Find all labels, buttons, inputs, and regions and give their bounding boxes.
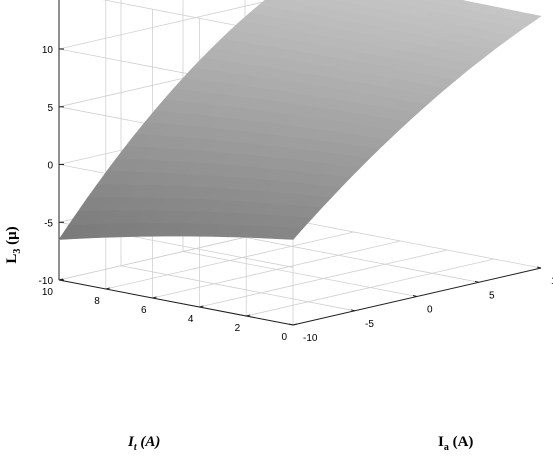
floor-grid-line — [152, 240, 401, 299]
svg-text:L3 (μ): L3 (μ) — [4, 226, 23, 263]
floor-grid-line — [182, 251, 418, 297]
floor-grid-line — [244, 236, 480, 283]
floor-grid-line — [246, 258, 495, 317]
svg-text:It (A): It (A) — [127, 434, 160, 453]
x-axis-label-sub: a — [444, 442, 449, 453]
y-tick-label: 2 — [235, 323, 241, 334]
svg-text:Ia (A): Ia (A) — [438, 434, 473, 453]
y-axis-line — [58, 279, 294, 326]
surface-plot — [58, 0, 542, 240]
y-tick-mark — [152, 296, 157, 299]
y-tick-label: 8 — [94, 296, 100, 307]
z-tick-label: 5 — [47, 103, 53, 114]
y-axis-label: It (A) — [127, 434, 160, 453]
y-tick-label: 4 — [188, 314, 194, 325]
x-tick-label: 0 — [427, 305, 433, 316]
z-tick-label: 0 — [47, 161, 53, 172]
y-tick-label: 10 — [42, 287, 54, 298]
x-axis-label-main: I — [438, 434, 444, 450]
x-tick-mark — [536, 266, 542, 269]
x-tick-label: -10 — [303, 333, 318, 344]
x-tick-label: 5 — [489, 290, 495, 301]
x-tick-mark — [474, 280, 480, 283]
x-tick-label: -5 — [365, 319, 374, 330]
y-tick-mark — [58, 278, 64, 281]
floor-grid-line — [120, 265, 356, 312]
y-tick-label: 0 — [281, 332, 287, 343]
y-tick-mark — [292, 323, 298, 326]
y-tick-mark — [105, 287, 110, 290]
x-tick-mark — [350, 309, 356, 312]
y-axis-label-main: I — [127, 434, 135, 450]
z-tick-label: -10 — [39, 276, 54, 287]
y-tick-mark — [199, 305, 204, 308]
z-axis-label-main: L — [4, 254, 20, 264]
z-axis-label: L3 (μ) — [4, 226, 23, 263]
z-tick-label: -5 — [44, 218, 53, 229]
floor-grid-line — [105, 231, 354, 290]
y-axis-label-unit: (A) — [137, 434, 161, 450]
floor-grid-line — [306, 222, 542, 269]
y-tick-mark — [246, 314, 251, 317]
z-tick-label: 10 — [42, 45, 54, 56]
y-tick-label: 6 — [141, 305, 147, 316]
surface-patch — [58, 224, 83, 240]
z-axis-label-unit: (μ) — [4, 226, 20, 248]
x-axis-label-unit: (A) — [449, 434, 474, 450]
x-tick-mark — [288, 323, 294, 326]
x-tick-label: 10 — [551, 276, 553, 287]
floor-grid-line — [199, 249, 448, 308]
x-tick-mark — [412, 295, 418, 297]
y-axis-label-sub: t — [134, 442, 138, 453]
x-axis-label: Ia (A) — [438, 434, 473, 453]
z-axis-label-sub: 3 — [12, 249, 23, 254]
